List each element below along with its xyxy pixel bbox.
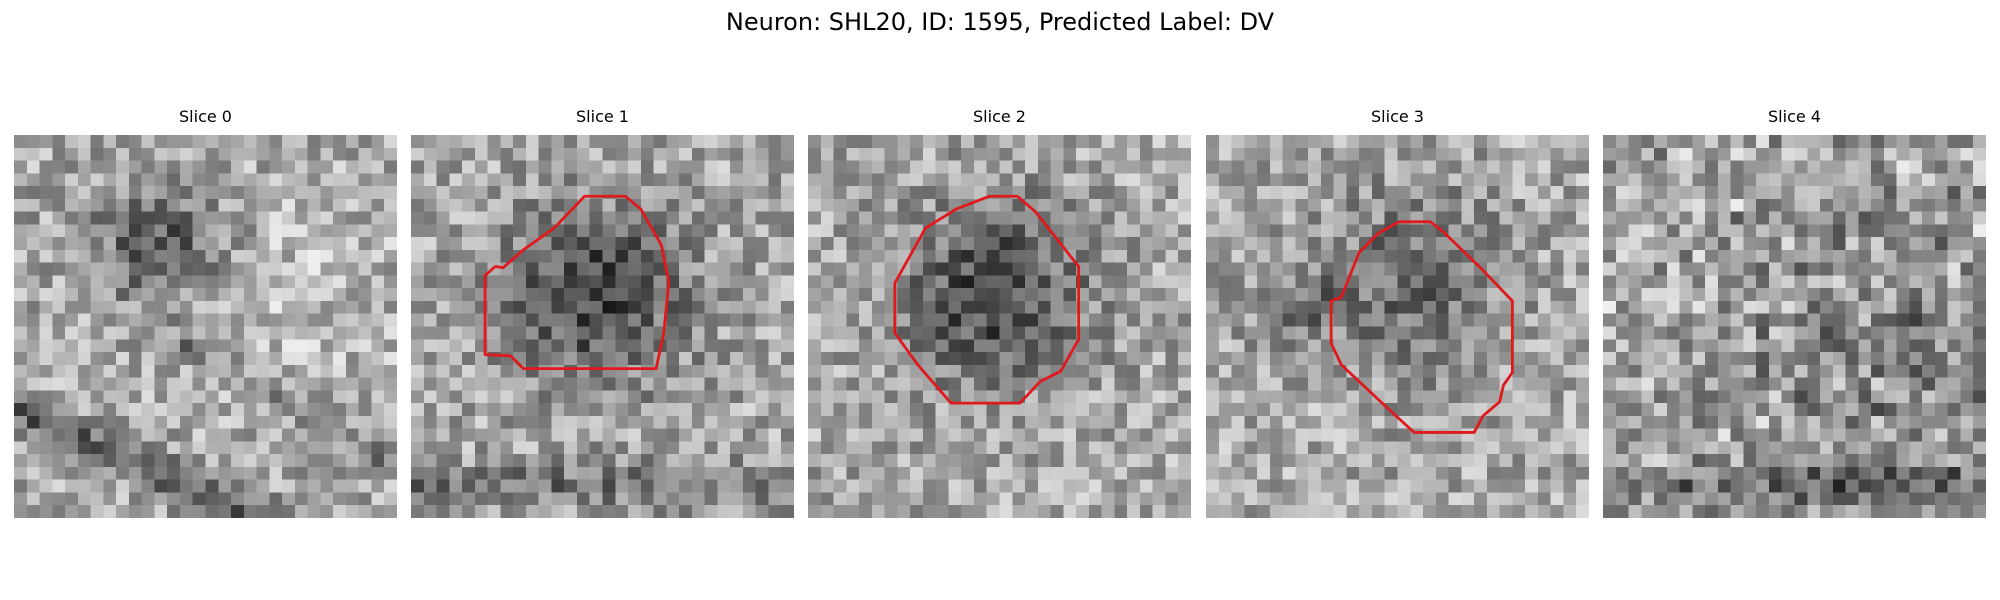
microscopy-slice-image bbox=[1206, 135, 1589, 518]
neuron-contour bbox=[483, 194, 671, 371]
slice-title: Slice 0 bbox=[179, 107, 232, 126]
slice-title: Slice 4 bbox=[1768, 107, 1821, 126]
slice-title: Slice 1 bbox=[576, 107, 629, 126]
microscopy-slice-image bbox=[1603, 135, 1986, 518]
figure-title: Neuron: SHL20, ID: 1595, Predicted Label… bbox=[725, 8, 1275, 36]
microscopy-slice-image bbox=[411, 135, 794, 518]
slice-title: Slice 2 bbox=[973, 107, 1026, 126]
slice-title: Slice 3 bbox=[1371, 107, 1424, 126]
microscopy-slice-image bbox=[14, 135, 397, 518]
neuron-contour bbox=[893, 194, 1081, 405]
neuron-contour bbox=[1329, 220, 1514, 434]
microscopy-slice-image bbox=[808, 135, 1191, 518]
